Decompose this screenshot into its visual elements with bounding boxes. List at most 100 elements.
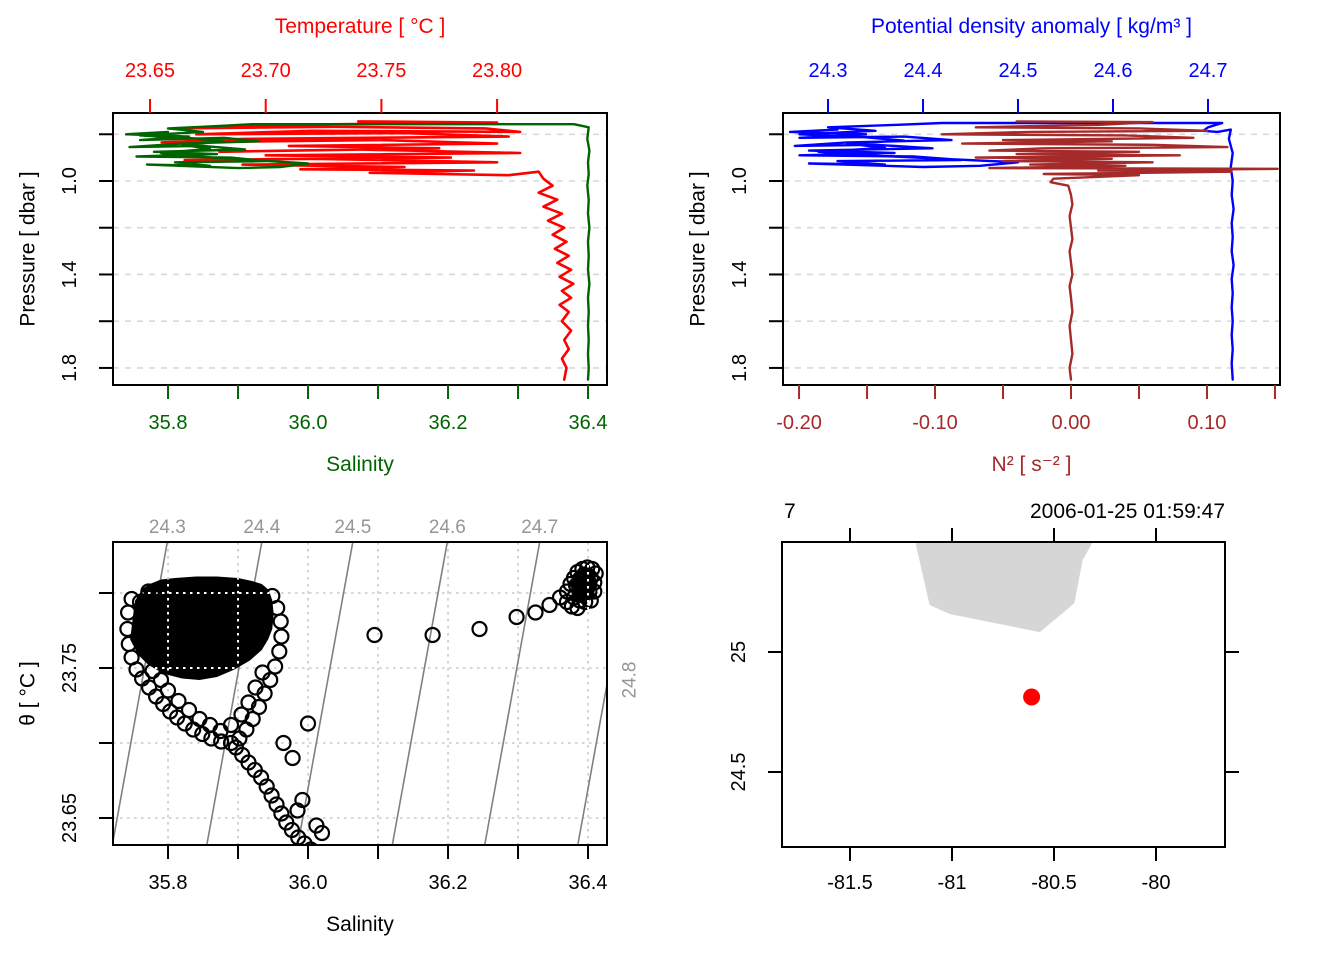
scatter-point	[250, 698, 268, 716]
x-tick-label: 23.65	[125, 60, 175, 82]
x-tick-label: 24.6	[1094, 60, 1133, 82]
isopycnal-label: 24.4	[243, 517, 280, 538]
y-tick-label: 1.4	[729, 261, 751, 289]
x-tick-label: 0.10	[1188, 412, 1227, 434]
scatter-point	[213, 733, 230, 750]
plot-box	[112, 112, 608, 386]
isopycnal-label: 24.7	[521, 517, 558, 538]
x-tick-label: 35.8	[149, 872, 188, 894]
x-tick-label: 36.0	[289, 872, 328, 894]
scatter-point	[308, 817, 325, 834]
scatter-point	[119, 620, 136, 638]
scatter-point	[310, 847, 324, 861]
scatter-point	[152, 671, 170, 689]
scatter-point	[267, 658, 284, 675]
scatter-point	[120, 604, 137, 621]
x-tick-label: 24.4	[904, 60, 943, 82]
cluster-point	[581, 583, 598, 600]
longitude-tick-label: -81	[938, 872, 967, 894]
n2-profile	[940, 120, 1279, 381]
y-tick-label: 1.0	[729, 167, 751, 195]
scatter-point	[144, 662, 161, 680]
y-tick-label: 1.8	[59, 354, 81, 382]
panel-profile-temp-salinity: 23.65 23.70 23.75 23.80 Temperature [ °C ] 35…	[16, 15, 608, 476]
x-axis-title: Potential density anomaly [ kg/m³ ]	[871, 15, 1192, 38]
scatter-point	[238, 721, 255, 738]
isopycnal-line	[391, 542, 449, 845]
x-tick-label: 23.75	[356, 60, 406, 82]
x-axis-title: Temperature [ °C ]	[275, 15, 446, 38]
isopycnal-label: 24.5	[334, 517, 371, 538]
scatter-point	[222, 716, 240, 734]
x-tick-label: 35.8	[149, 412, 188, 434]
scatter-point	[222, 734, 240, 752]
x-axis-title: Salinity	[326, 913, 394, 936]
y-axis-title: Pressure [ dbar ]	[16, 171, 39, 326]
x-tick-label: 24.7	[1189, 60, 1228, 82]
scatter-point	[263, 787, 280, 804]
scatter-point	[240, 694, 257, 711]
x-axis-title: N² [ s⁻² ]	[992, 453, 1072, 476]
x-tick-label: 36.4	[569, 872, 608, 894]
scatter-point	[247, 679, 264, 696]
scatter-point	[275, 734, 292, 752]
x-tick-label: 0.00	[1052, 412, 1091, 434]
scatter-point	[424, 626, 441, 644]
scatter-point	[170, 692, 187, 710]
salinity-profile	[124, 122, 591, 381]
y-tick-label: 23.75	[59, 643, 81, 693]
temperature-profile	[160, 120, 575, 381]
scatter-point	[294, 791, 311, 809]
latitude-tick-label: 25	[728, 641, 750, 663]
scatter-point	[273, 805, 290, 822]
isopycnal-label: 24.3	[149, 517, 186, 538]
scatter-point	[212, 722, 229, 740]
panel-station-map: -81.5 -81 -80.5 -80 25 24.5 7 2006-01-25 01:59:…	[728, 500, 1239, 894]
scatter-point	[299, 715, 317, 732]
plot-box	[782, 112, 1281, 386]
station-number: 7	[784, 500, 796, 523]
x-tick-label: 24.3	[809, 60, 848, 82]
cluster-point	[586, 583, 603, 600]
series	[124, 120, 591, 381]
scatter-point	[254, 664, 271, 681]
x-axis-title: Salinity	[326, 453, 394, 476]
scatter-point	[273, 628, 290, 645]
plot-box	[112, 541, 608, 846]
scatter-point	[123, 590, 140, 608]
land-polygon	[915, 542, 1093, 633]
scatter-point	[140, 583, 157, 600]
scatter-point	[131, 593, 149, 611]
white-grid-overlay	[130, 576, 274, 680]
scatter-point	[180, 701, 198, 719]
station-marker	[1023, 688, 1041, 706]
panel-ts-diagram: 24.3 24.4 24.5 24.6 24.7 24.8 35.8 36.0 36.2 36.4…	[16, 517, 640, 936]
isopycnal-line	[483, 542, 541, 845]
x-tick-label: 23.70	[241, 60, 291, 82]
scatter-point	[272, 613, 289, 630]
y-tick-label: 1.0	[59, 167, 81, 195]
isopycnal-label: 24.8	[620, 662, 641, 699]
latitude-tick-label: 24.5	[728, 753, 750, 792]
cluster-point	[586, 574, 603, 591]
scatter-point	[304, 841, 318, 845]
x-tick-label: -0.20	[776, 412, 822, 434]
y-tick-label: 23.65	[59, 793, 81, 843]
cluster-point	[582, 592, 599, 609]
x-tick-label: 36.4	[569, 412, 608, 434]
panel-profile-density-n2: 24.3 24.4 24.5 24.6 24.7 Potential density an…	[686, 15, 1281, 476]
scatter-point	[191, 710, 208, 728]
grid	[113, 133, 607, 369]
scatter-point	[541, 596, 558, 614]
scatter-point	[284, 749, 301, 767]
y-tick-label: 1.4	[59, 261, 81, 289]
scatter-point	[471, 620, 488, 638]
scatter-point	[321, 850, 335, 864]
scatter-point	[271, 643, 288, 660]
x-tick-label: 36.2	[429, 412, 468, 434]
scatter-point	[527, 604, 544, 621]
station-datetime: 2006-01-25 01:59:47	[1030, 500, 1225, 523]
x-tick-label: 36.2	[429, 872, 468, 894]
y-axis-title: θ [ °C ]	[16, 661, 39, 725]
